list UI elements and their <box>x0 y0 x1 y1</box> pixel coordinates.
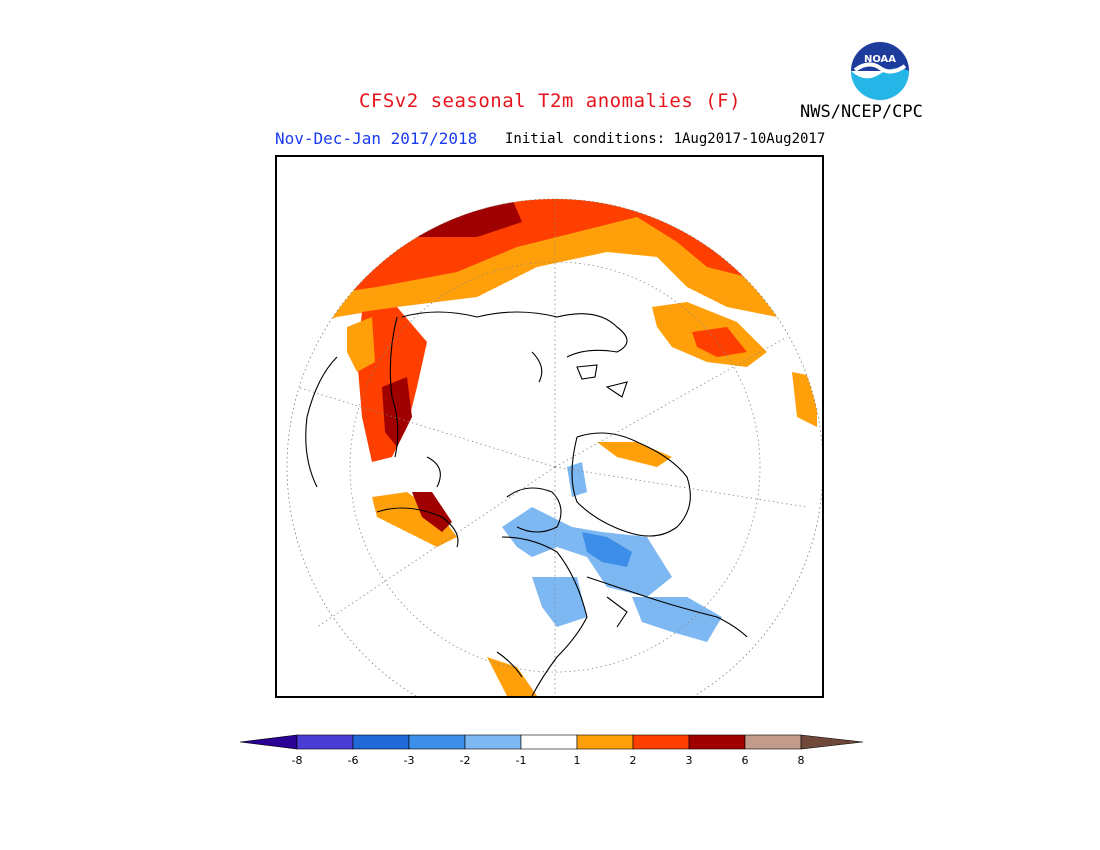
legend-swatch <box>296 734 354 750</box>
legend-swatch <box>744 734 802 750</box>
legend-ticks: -8 -6 -3 -2 -1 1 2 3 6 8 <box>292 754 805 767</box>
legend-swatches <box>239 734 864 750</box>
anomaly-region-mexico <box>487 657 537 696</box>
legend-tick-label: 2 <box>630 754 637 767</box>
forecast-period: Nov-Dec-Jan 2017/2018 <box>275 129 478 148</box>
legend-swatch-above-max <box>800 734 864 750</box>
anomaly-map <box>287 199 822 696</box>
legend-tick-label: 3 <box>686 754 693 767</box>
legend-tick-label: 1 <box>574 754 581 767</box>
anomaly-region-usa-cold <box>532 577 587 627</box>
map-frame <box>275 155 824 698</box>
anomaly-region-atlantic <box>372 492 457 547</box>
legend-swatch-below-min <box>239 734 298 750</box>
legend-tick-label: -2 <box>460 754 471 767</box>
legend-swatch <box>464 734 522 750</box>
graticule <box>296 199 808 696</box>
legend-swatch <box>576 734 634 750</box>
anomaly-region-iberia <box>347 317 375 372</box>
anomaly-region-west-cold <box>632 597 722 642</box>
anomaly-region-arctic <box>597 442 672 467</box>
legend-tick-label: 6 <box>742 754 749 767</box>
legend-tick-label: -1 <box>516 754 527 767</box>
coastlines <box>305 311 748 696</box>
legend-tick-label: 8 <box>798 754 805 767</box>
logo-text: NOAA <box>864 54 896 65</box>
anomaly-region-east-asia-warm <box>692 327 747 357</box>
initial-conditions: Initial conditions: 1Aug2017-10Aug2017 <box>505 131 826 147</box>
legend-swatch <box>632 734 690 750</box>
map-outline <box>286 198 822 696</box>
anomaly-region-canada-cold2 <box>582 532 632 567</box>
legend-swatch <box>408 734 466 750</box>
noaa-logo: NOAA <box>849 40 911 106</box>
map-title: CFSv2 seasonal T2m anomalies (F) <box>358 90 742 112</box>
anomaly-region-mediterranean <box>382 377 412 447</box>
anomaly-region-atlantic-warm <box>412 492 452 532</box>
legend-tick-label: -8 <box>292 754 303 767</box>
legend-swatch <box>352 734 410 750</box>
legend-tick-label: -6 <box>348 754 359 767</box>
legend-swatch <box>520 734 578 750</box>
legend-swatch <box>688 734 746 750</box>
legend-tick-label: -3 <box>404 754 415 767</box>
organization-label: NWS/NCEP/CPC <box>800 102 923 122</box>
color-legend: -8 -6 -3 -2 -1 1 2 3 6 8 <box>239 733 865 773</box>
